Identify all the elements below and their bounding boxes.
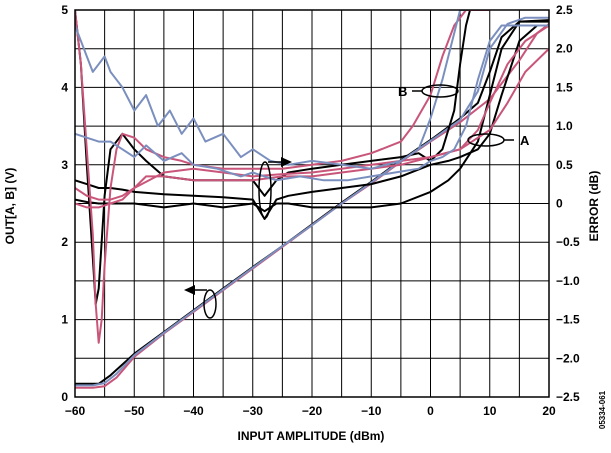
y-left-tick-label: 2 [61,235,68,249]
x-tick-label: −20 [302,404,323,418]
grid [74,9,550,398]
series-b-callout: B [398,84,459,99]
y-right-tick-label: 0.5 [556,158,573,172]
y-left-tick-labels: 0 1 2 3 4 5 [61,3,68,404]
series-a-callout: A [467,133,530,148]
series-b-label: B [398,84,407,99]
series-line-b-right-10 [75,24,549,182]
x-axis-label: INPUT AMPLITUDE (dBm) [238,429,385,443]
y-right-tick-label: 1.0 [556,119,573,133]
x-tick-label: −30 [243,404,264,418]
y-left-tick-label: 4 [61,80,68,94]
y-right-tick-label: −2.0 [556,351,580,365]
right-axis-pointer [258,157,292,219]
y-right-tick-label: −1.0 [556,274,580,288]
y-axis-right-label: ERROR (dB) [587,171,601,242]
series-line-b-right-6 [75,10,490,344]
series-line-a-right-5 [75,24,549,220]
x-tick-label: −50 [124,404,145,418]
y-right-tick-label: 0 [556,197,563,211]
x-tick-label: −60 [65,404,86,418]
series-line-a-right-3 [75,10,472,306]
x-tick-label: 10 [483,404,497,418]
x-tick-label: −10 [361,404,382,418]
y-left-tick-label: 3 [61,158,68,172]
y-right-tick-label: −0.5 [556,235,580,249]
series-line-a-right-4 [75,20,549,213]
series-line-left-2 [75,16,549,387]
plot-frame [74,9,550,398]
x-tick-label: 0 [427,404,434,418]
y-right-tick-label: 2.5 [556,3,573,17]
series-a-label: A [520,133,530,148]
y-left-tick-label: 0 [61,390,68,404]
x-tick-label: 20 [542,404,556,418]
series-line-b-right-8 [75,24,549,201]
y-right-tick-labels: −2.5 −2.0 −1.5 −1.0 −0.5 0 0.5 1.0 1.5 2.0 2.5 [556,3,580,404]
y-left-tick-label: 5 [61,3,68,17]
y-left-tick-label: 1 [61,313,68,327]
y-right-tick-label: −1.5 [556,313,580,327]
y-right-tick-label: 2.0 [556,42,573,56]
y-axis-left-label: OUT[A, B] (V) [3,168,17,245]
plot-border [74,9,550,398]
figure-id: 05334-061 [598,390,607,429]
x-tick-labels: −60 −50 −40 −30 −20 −10 0 10 20 [65,404,556,418]
x-tick-label: −40 [183,404,204,418]
y-right-tick-label: −2.5 [556,390,580,404]
series-group [75,10,549,389]
left-axis-pointer [184,285,217,319]
y-right-tick-label: 1.5 [556,80,573,94]
series-line-b-right-9 [75,10,466,170]
